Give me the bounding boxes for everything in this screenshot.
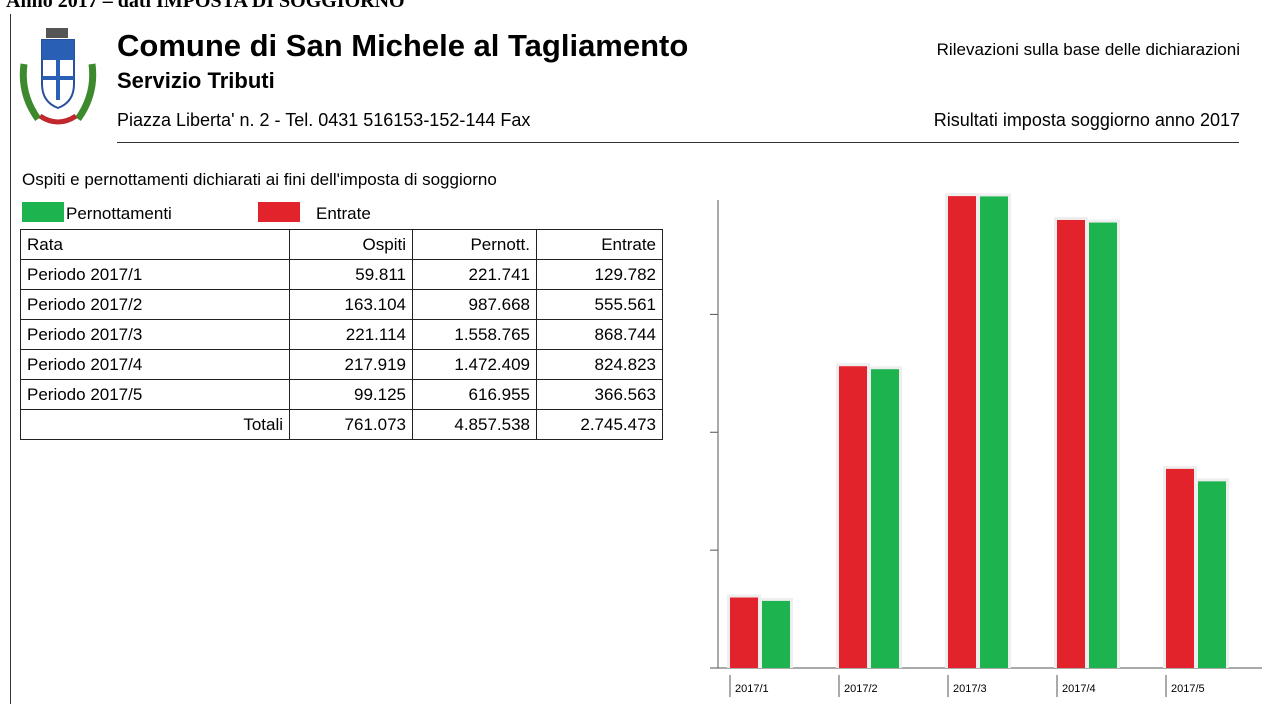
- x-tick-label: 2017/2: [844, 683, 878, 695]
- cell: 163.104: [289, 289, 413, 320]
- right-bottom: Risultati imposta soggiorno anno 2017: [933, 110, 1240, 130]
- subtitle: Servizio Tributi: [117, 68, 275, 93]
- cell: 1.558.765: [412, 319, 537, 350]
- cell: 761.073: [289, 409, 413, 440]
- cell: Entrate: [536, 229, 663, 260]
- x-tick-label: 2017/5: [1171, 683, 1205, 695]
- cell: 366.563: [536, 379, 663, 410]
- address: Piazza Liberta' n. 2 - Tel. 0431 516153-…: [117, 110, 531, 130]
- row: Periodo 2017/4 217.919 1.472.409 824.823: [20, 349, 663, 380]
- row: Periodo 2017/3 221.114 1.558.765 868.744: [20, 319, 663, 350]
- table: Rata Ospiti Pernott. Entrate Periodo 2017/1 5…: [20, 229, 663, 440]
- cell: Ospiti: [289, 229, 413, 260]
- legend-label: Pernottamenti: [66, 204, 172, 223]
- cell: Periodo 2017/1: [20, 259, 290, 290]
- bar: [730, 597, 758, 668]
- title: Comune di San Michele al Tagliamento: [117, 28, 689, 63]
- x-tick-label: 2017/1: [735, 683, 769, 695]
- bar: [980, 196, 1008, 668]
- frame: [10, 14, 1265, 704]
- cell: 868.744: [536, 319, 663, 350]
- header-rule: [117, 142, 1239, 143]
- table-caption: Ospiti e pernottamenti dichiarati ai fin…: [22, 170, 497, 189]
- bar: [1198, 481, 1226, 668]
- logo: [19, 28, 97, 125]
- top-title: Anno 2017 – dati IMPOSTA DI SOGGIORNO: [6, 0, 405, 12]
- bar: [871, 369, 899, 668]
- cell: Periodo 2017/2: [20, 289, 290, 320]
- right-top: Rilevazioni sulla base delle dichiarazio…: [936, 40, 1240, 59]
- bar: [948, 196, 976, 668]
- bar: [1166, 468, 1194, 668]
- cell: 221.741: [412, 259, 537, 290]
- legend-label: Entrate: [316, 204, 371, 223]
- header-row: Rata Ospiti Pernott. Entrate: [20, 229, 663, 260]
- bar: [1057, 219, 1085, 669]
- bar: [1089, 222, 1117, 668]
- bar: [839, 366, 867, 668]
- cell: Pernott.: [412, 229, 537, 260]
- bar: [762, 600, 790, 668]
- cell: Totali: [20, 409, 290, 440]
- x-tick-label: 2017/3: [953, 683, 987, 695]
- row: Periodo 2017/1 59.811 221.741 129.782: [20, 259, 663, 290]
- cell: 824.823: [536, 349, 663, 380]
- cell: 555.561: [536, 289, 663, 320]
- legend-swatch: [22, 202, 64, 222]
- row: Periodo 2017/5 99.125 616.955 366.563: [20, 379, 663, 410]
- cell: 59.811: [289, 259, 413, 290]
- legend-swatch: [258, 202, 300, 222]
- cell: Periodo 2017/5: [20, 379, 290, 410]
- x-tick-label: 2017/4: [1062, 683, 1096, 695]
- totals-row: Totali 761.073 4.857.538 2.745.473: [20, 409, 663, 440]
- cell: 129.782: [536, 259, 663, 290]
- cell: 2.745.473: [536, 409, 663, 440]
- cell: 99.125: [289, 379, 413, 410]
- row: Periodo 2017/2 163.104 987.668 555.561: [20, 289, 663, 320]
- cell: 616.955: [412, 379, 537, 410]
- cell: 987.668: [412, 289, 537, 320]
